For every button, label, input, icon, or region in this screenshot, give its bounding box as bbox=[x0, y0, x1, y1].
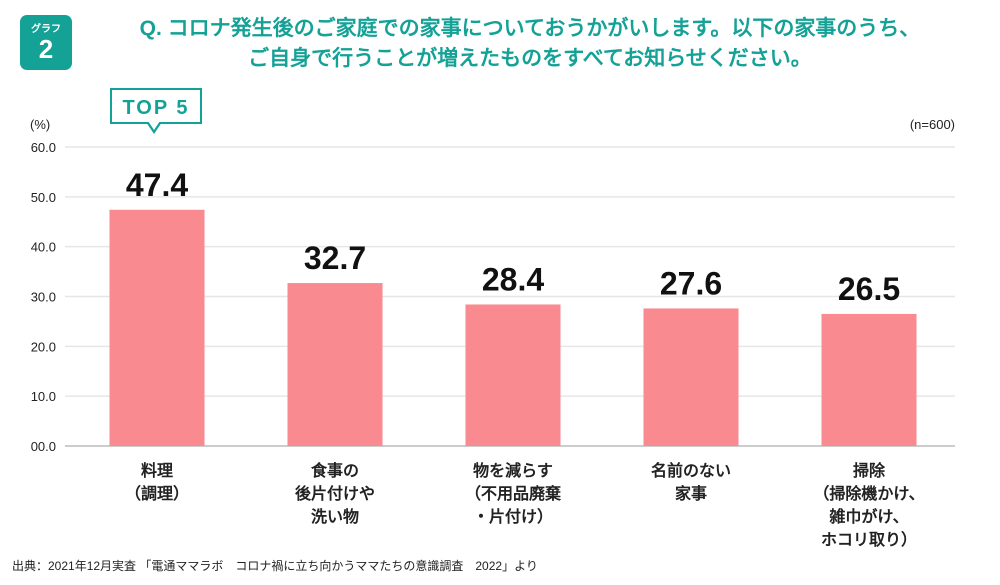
y-tick-label: 30.0 bbox=[31, 290, 56, 305]
bar bbox=[109, 209, 205, 446]
bar bbox=[465, 304, 561, 446]
category-label: 物を減らす （不用品廃棄 ・片付け） bbox=[464, 463, 561, 526]
y-tick-label: 20.0 bbox=[31, 339, 56, 354]
bar bbox=[287, 283, 383, 446]
badge-label: グラフ bbox=[31, 24, 61, 35]
data-label: 28.4 bbox=[482, 261, 544, 297]
data-label: 47.4 bbox=[126, 167, 188, 203]
data-label: 26.5 bbox=[838, 271, 900, 307]
category-label: 名前のない 家事 bbox=[650, 463, 731, 503]
y-tick-label: 60.0 bbox=[31, 140, 56, 155]
sample-size: (n=600) bbox=[909, 117, 955, 132]
y-tick-label: 40.0 bbox=[31, 240, 56, 255]
category-label: 料理 （調理） bbox=[124, 463, 189, 503]
y-axis-unit: (%) bbox=[30, 117, 51, 132]
chart-title: Q. コロナ発生後のご家庭での家事についておうかがいします。以下の家事のうち、 … bbox=[90, 14, 970, 74]
category-label: 食事の 後片付けや 洗い物 bbox=[294, 463, 375, 526]
callout-pointer-inner bbox=[148, 121, 160, 130]
title-line-2: ご自身で行うことが増えたものをすべてお知らせください。 bbox=[248, 47, 812, 70]
y-tick-label: 50.0 bbox=[31, 190, 56, 205]
bar bbox=[643, 308, 739, 446]
data-label: 32.7 bbox=[304, 240, 366, 276]
top5-callout: TOP 5 bbox=[110, 88, 202, 124]
y-tick-label: 00.0 bbox=[31, 439, 56, 454]
graph-badge: グラフ 2 bbox=[20, 15, 72, 70]
y-tick-label: 10.0 bbox=[31, 389, 56, 404]
source-note: 出典：2021年12月実査 「電通ママラボ コロナ禍に立ち向かうママたちの意識調… bbox=[12, 559, 538, 573]
bar bbox=[821, 313, 917, 446]
title-line-1: Q. コロナ発生後のご家庭での家事についておうかがいします。以下の家事のうち、 bbox=[139, 17, 921, 40]
badge-number: 2 bbox=[38, 34, 54, 64]
data-label: 27.6 bbox=[660, 265, 722, 301]
category-label: 掃除 （掃除機かけ、 雑巾がけ、 ホコリ取り） bbox=[813, 463, 925, 549]
